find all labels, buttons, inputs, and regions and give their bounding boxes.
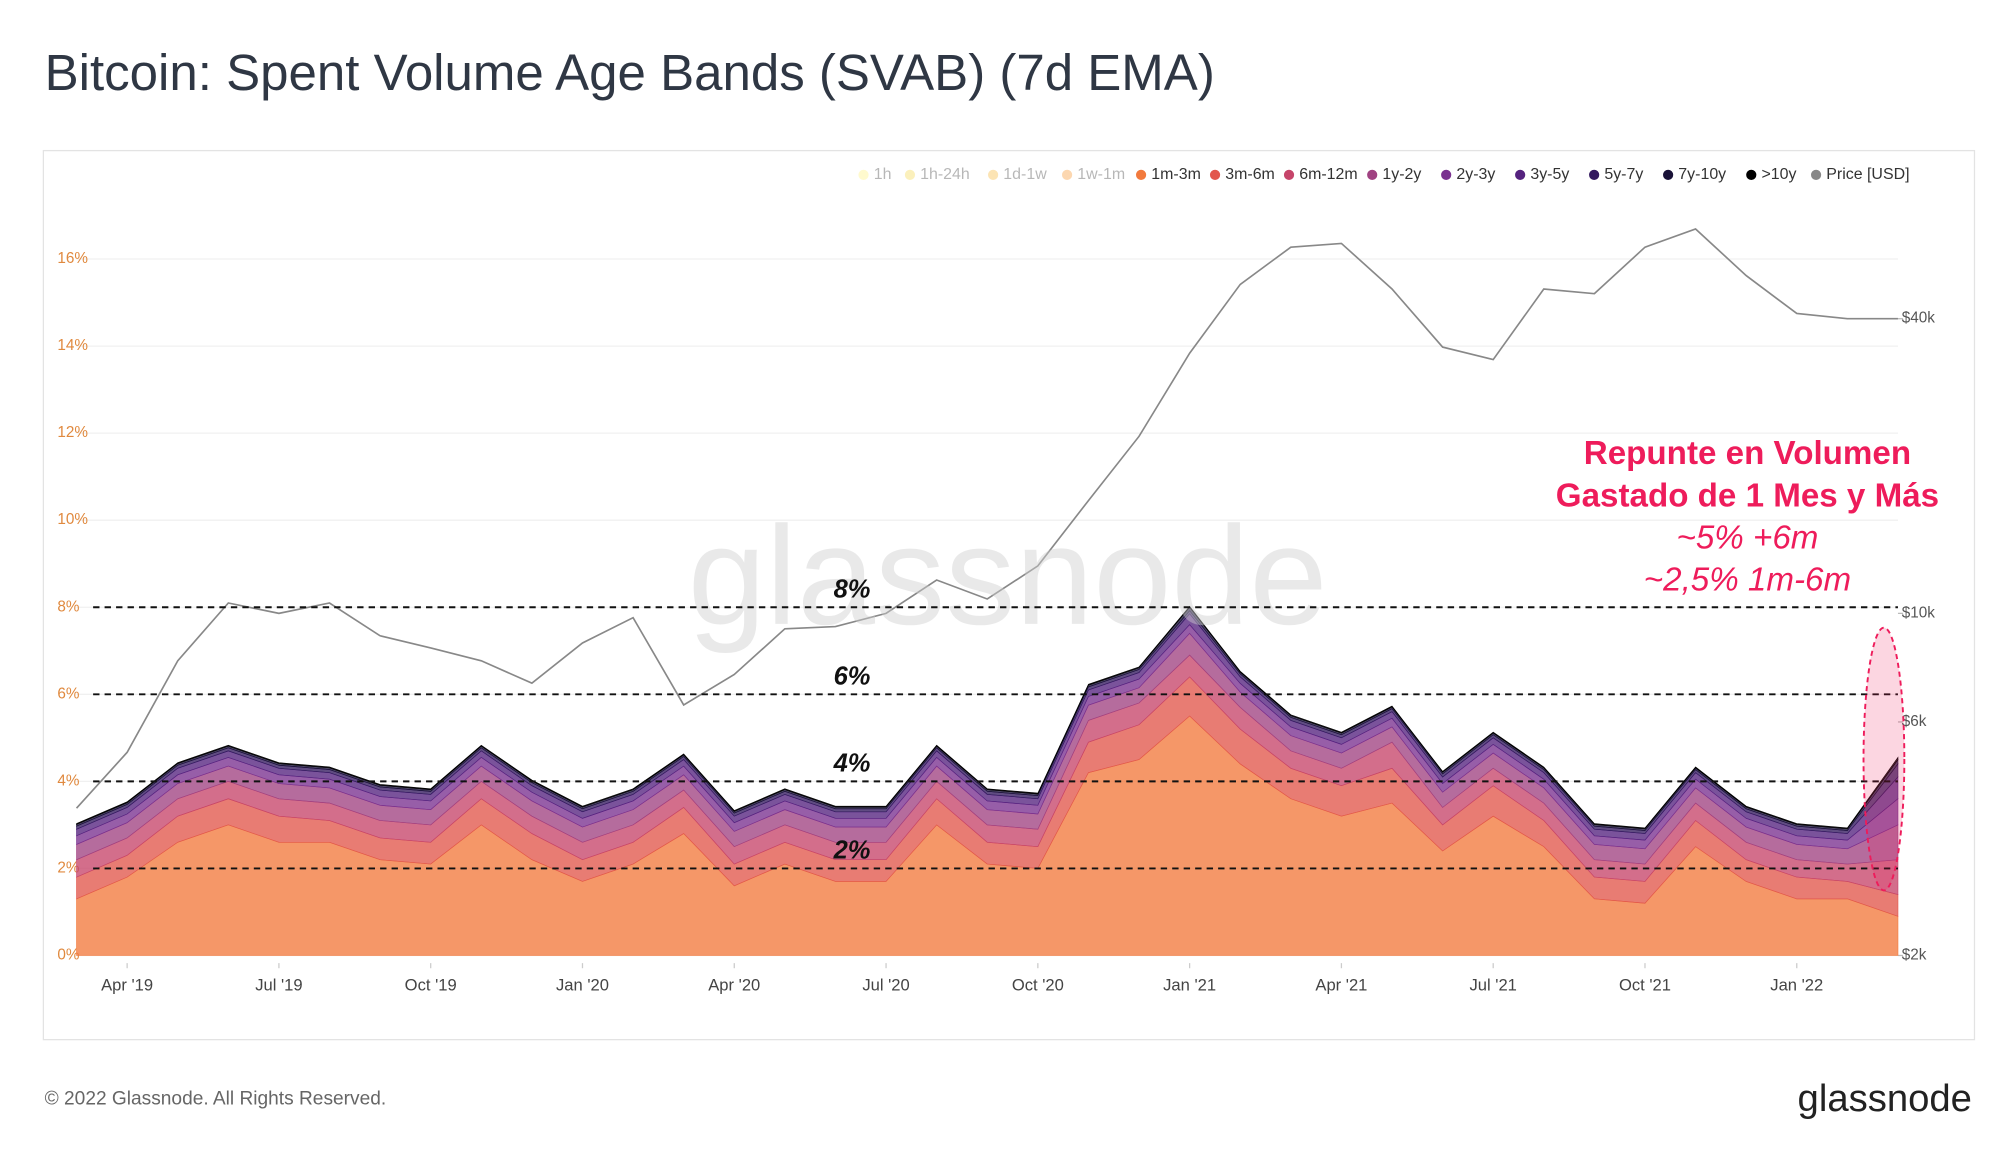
x-tick-label: Oct '20 (1012, 975, 1064, 994)
legend-swatch (904, 169, 916, 180)
x-tick-label: Apr '21 (1315, 975, 1367, 994)
y-tick-label: 4% (57, 772, 80, 789)
legend-swatch (1746, 169, 1757, 180)
legend-label: 1d-1w (1003, 166, 1047, 183)
reference-label: 8% (834, 575, 871, 603)
legend-swatch (1663, 169, 1674, 180)
legend-label: 6m-12m (1299, 166, 1357, 183)
legend-swatch (1441, 169, 1452, 180)
legend-label: 5y-7y (1604, 166, 1643, 183)
legend-label: 1m-3m (1151, 166, 1201, 183)
legend-swatch (1283, 169, 1295, 180)
x-tick-label: Jan '20 (556, 975, 609, 994)
y2-tick-label: $10k (1902, 604, 1936, 621)
legend-label: 1w-1m (1077, 166, 1125, 183)
y2-tick-label: $40k (1902, 310, 1936, 327)
annotation: Gastado de 1 Mes y Más (1556, 477, 1939, 514)
legend-item[interactable]: >10y (1746, 166, 1797, 183)
price-line (75, 228, 1898, 809)
plot-area: 0% 2% 4% 6% 8% 10% 12% 14% 16% $2k $6k $10k $40k Apr … (57, 166, 1939, 994)
annotation: Repunte en Volumen (1584, 435, 1911, 472)
x-tick-label: Jan '22 (1770, 975, 1823, 994)
legend-item[interactable]: Price [USD] (1810, 166, 1910, 183)
legend-label: 2y-3y (1456, 166, 1495, 183)
y-tick-label: 2% (57, 859, 80, 876)
chart-title: Bitcoin: Spent Volume Age Bands (SVAB) (… (45, 44, 1215, 101)
x-tick-label: Jul '19 (255, 975, 302, 994)
reference-label: 2% (833, 837, 871, 865)
legend-label: 1y-2y (1382, 166, 1421, 183)
legend-item[interactable]: 2y-3y (1441, 166, 1495, 183)
legend-swatch (1515, 169, 1526, 180)
y-tick-label: 0% (57, 947, 80, 964)
legend-swatch (1061, 169, 1073, 180)
y-tick-label: 6% (57, 685, 80, 702)
legend-item[interactable]: 1m-3m (1135, 166, 1201, 183)
annotation: ~2,5% 1m-6m (1644, 562, 1851, 599)
x-tick-label: Jul '20 (862, 975, 909, 994)
legend-label: Price [USD] (1826, 166, 1909, 183)
legend-item[interactable]: 1y-2y (1367, 166, 1421, 183)
watermark: glassnode (688, 497, 1328, 654)
y-tick-label: 16% (57, 250, 88, 267)
legend-item[interactable]: 1h-24h (904, 166, 970, 183)
x-tick-label: Jan '21 (1163, 975, 1216, 994)
legend-label: 3m-6m (1225, 166, 1275, 183)
y-tick-label: 10% (57, 511, 88, 528)
legend-item[interactable]: 1w-1m (1061, 166, 1125, 183)
highlight (1862, 626, 1906, 892)
logo: glassnode (1798, 1077, 1972, 1120)
x-tick-label: Apr '20 (708, 975, 760, 994)
legend-swatch (858, 169, 869, 180)
legend-label: 3y-5y (1530, 166, 1569, 183)
chart-frame (42, 149, 1976, 1041)
x-tick-label: Oct '19 (405, 975, 457, 994)
area-band (76, 605, 1899, 830)
legend-item[interactable]: 3y-5y (1515, 166, 1569, 183)
reference-label: 6% (834, 662, 871, 690)
legend-label: 1h-24h (920, 166, 970, 183)
reference-label: 4% (833, 750, 871, 778)
y2-tick-label: $2k (1902, 947, 1927, 964)
x-tick-label: Jul '21 (1469, 975, 1516, 994)
legend-swatch (1367, 169, 1378, 180)
legend-item[interactable]: 1h (858, 166, 891, 183)
legend-item[interactable]: 7y-10y (1663, 166, 1726, 183)
x-tick-label: Oct '21 (1619, 975, 1671, 994)
legend-swatch (1589, 169, 1600, 180)
legend-swatch (988, 169, 999, 180)
legend-item[interactable]: 5y-7y (1589, 166, 1643, 183)
y-tick-label: 12% (57, 424, 88, 441)
y-tick-label: 14% (57, 337, 88, 354)
x-tick-label: Apr '19 (101, 975, 153, 994)
legend-label: 1h (874, 166, 892, 183)
legend-item[interactable]: 6m-12m (1283, 166, 1358, 183)
legend-label: >10y (1761, 166, 1796, 183)
legend-item[interactable]: 3m-6m (1209, 166, 1275, 183)
y2-tick-label: $6k (1902, 713, 1927, 730)
legend-swatch (1209, 169, 1221, 180)
y-tick-label: 8% (57, 598, 80, 615)
copyright: © 2022 Glassnode. All Rights Reserved. (45, 1089, 387, 1110)
legend-swatch (1810, 169, 1822, 180)
annotation: ~5% +6m (1676, 519, 1818, 556)
legend-swatch (1135, 169, 1147, 180)
legend-item[interactable]: 1d-1w (988, 166, 1047, 183)
legend-label: 7y-10y (1678, 166, 1726, 183)
